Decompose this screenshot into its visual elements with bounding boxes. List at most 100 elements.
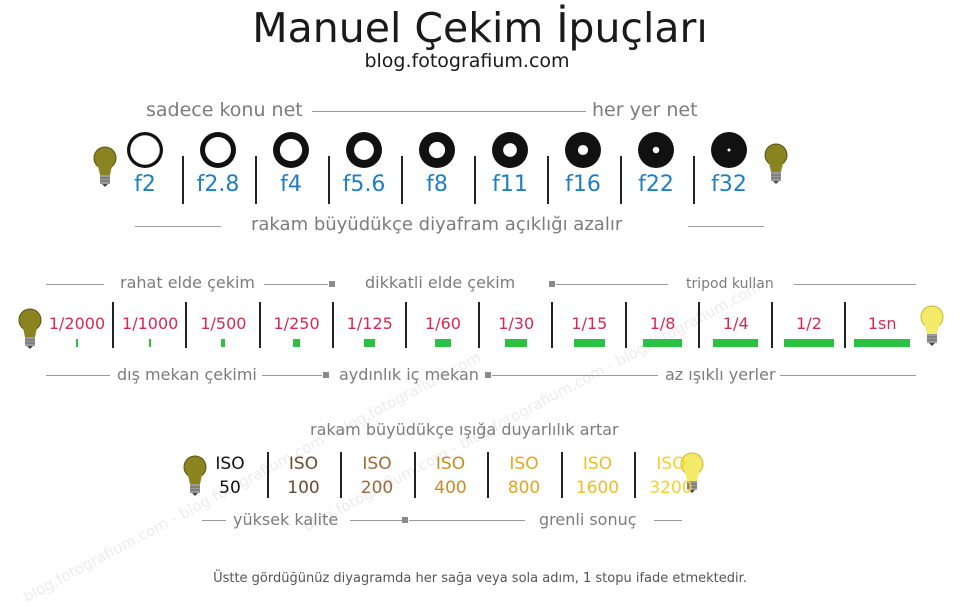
shutter-separator-10	[771, 302, 773, 348]
shutter-top-line-4	[794, 284, 916, 285]
aperture-separator-1	[182, 156, 184, 204]
shutter-separator-6	[478, 302, 481, 348]
aperture-bulb-left-icon	[93, 146, 117, 187]
iso-value-top-4: ISO	[435, 454, 466, 474]
footnote: Üstte gördüğünüz diyagramda her sağa vey…	[213, 571, 747, 586]
aperture-stop-label-6: f11	[492, 172, 528, 197]
shutter-top-line-3	[556, 284, 668, 285]
shutter-bottom-label-3: az ışıklı yerler	[665, 365, 776, 384]
aperture-circle-9	[711, 132, 747, 168]
aperture-stop-label-9: f32	[711, 172, 747, 197]
aperture-caption-line-left	[135, 226, 221, 227]
iso-bulb-right-icon	[680, 452, 704, 493]
shutter-speed-label-4: 1/250	[273, 314, 320, 333]
aperture-separator-4	[401, 156, 403, 204]
page-subtitle: blog.fotografium.com	[364, 50, 570, 72]
shutter-bar-3	[221, 339, 226, 347]
iso-value-top-3: ISO	[362, 454, 392, 474]
aperture-stop-label-5: f8	[426, 172, 448, 197]
aperture-label-right: her yer net	[592, 99, 698, 121]
shutter-speed-label-12: 1sn	[867, 314, 897, 333]
shutter-separator-4	[331, 302, 334, 348]
iso-line-1	[202, 520, 226, 521]
page-title: Manuel Çekim İpuçları	[252, 4, 708, 52]
aperture-bulb-right-icon	[764, 143, 788, 184]
iso-value-bottom-2: 100	[287, 478, 320, 498]
shutter-bar-2	[149, 339, 152, 347]
iso-line-2	[350, 520, 402, 521]
shutter-top-line-2	[264, 284, 328, 285]
iso-label-right: grenli sonuç	[539, 510, 637, 529]
iso-separator-6	[634, 452, 636, 498]
aperture-separator-3	[328, 156, 330, 204]
shutter-bottom-label-2: aydınlık iç mekan	[339, 365, 479, 384]
aperture-circle-4	[346, 132, 382, 168]
shutter-separator-5	[405, 302, 407, 348]
shutter-top-label-2: dikkatli elde çekim	[365, 273, 516, 292]
aperture-circle-2	[200, 132, 236, 168]
iso-value-top-6: ISO	[582, 454, 613, 474]
aperture-circle-6	[492, 132, 528, 168]
iso-separator-4	[487, 452, 489, 498]
shutter-speed-label-5: 1/125	[346, 314, 393, 333]
shutter-bar-4	[293, 339, 300, 347]
iso-marker	[402, 517, 408, 523]
shutter-speed-label-8: 1/15	[571, 314, 608, 333]
aperture-circle-7	[565, 132, 601, 168]
shutter-top-line-1	[46, 284, 104, 285]
shutter-bar-10	[713, 339, 759, 347]
aperture-stop-label-8: f22	[638, 172, 674, 197]
shutter-separator-1	[112, 302, 115, 348]
shutter-separator-3	[258, 302, 261, 348]
shutter-top-label-3: tripod kullan	[686, 276, 774, 292]
shutter-bottom-marker-2	[485, 372, 491, 378]
shutter-separator-9	[697, 302, 700, 348]
aperture-label-left: sadece konu net	[146, 99, 303, 121]
shutter-bar-11	[783, 339, 835, 347]
shutter-bar-7	[505, 339, 528, 347]
iso-line-3	[409, 520, 525, 521]
aperture-circle-3	[273, 132, 309, 168]
shutter-speed-label-2: 1/1000	[122, 314, 179, 333]
shutter-speed-label-11: 1/2	[796, 314, 822, 333]
iso-bulb-left-icon	[183, 455, 207, 496]
shutter-bar-6	[434, 339, 452, 347]
shutter-top-marker-2	[549, 281, 555, 287]
aperture-stop-label-4: f5.6	[342, 172, 386, 197]
shutter-bottom-line-4	[780, 375, 916, 376]
shutter-bar-1	[76, 339, 78, 347]
iso-separator-2	[340, 452, 342, 498]
iso-value-top-1: ISO	[215, 454, 245, 474]
shutter-top-label-1: rahat elde çekim	[120, 273, 255, 292]
iso-value-bottom-4: 400	[434, 478, 467, 498]
shutter-bar-9	[643, 339, 683, 347]
aperture-circle-8	[638, 132, 674, 168]
shutter-bottom-marker-1	[323, 372, 329, 378]
shutter-separator-7	[551, 302, 554, 348]
shutter-speed-label-10: 1/4	[722, 314, 749, 333]
iso-value-top-2: ISO	[288, 454, 319, 474]
aperture-stop-label-2: f2.8	[196, 172, 240, 197]
shutter-bar-12	[854, 339, 911, 347]
iso-separator-5	[560, 452, 563, 498]
shutter-speed-label-1: 1/2000	[48, 314, 106, 333]
iso-value-top-5: ISO	[509, 454, 539, 474]
iso-separator-3	[413, 452, 416, 498]
shutter-separator-2	[185, 302, 188, 348]
iso-caption: rakam büyüdükçe ışığa duyarlılık artar	[310, 420, 619, 439]
shutter-speed-label-6: 1/60	[425, 314, 461, 333]
aperture-separator-6	[547, 156, 549, 204]
iso-line-4	[654, 520, 682, 521]
shutter-bottom-line-1	[46, 375, 110, 376]
aperture-caption-line-right	[688, 226, 764, 227]
aperture-stop-label-7: f16	[565, 172, 601, 197]
aperture-circle-1	[127, 132, 163, 168]
shutter-bulb-left-icon	[18, 308, 42, 349]
shutter-speed-label-9: 1/8	[649, 314, 676, 333]
aperture-circle-5	[419, 132, 455, 168]
aperture-separator-2	[255, 156, 257, 204]
shutter-bulb-right-icon	[920, 305, 944, 346]
aperture-separator-5	[474, 156, 476, 204]
aperture-caption: rakam büyüdükçe diyafram açıklığı azalır	[251, 214, 623, 235]
iso-value-bottom-1: 50	[219, 478, 241, 498]
